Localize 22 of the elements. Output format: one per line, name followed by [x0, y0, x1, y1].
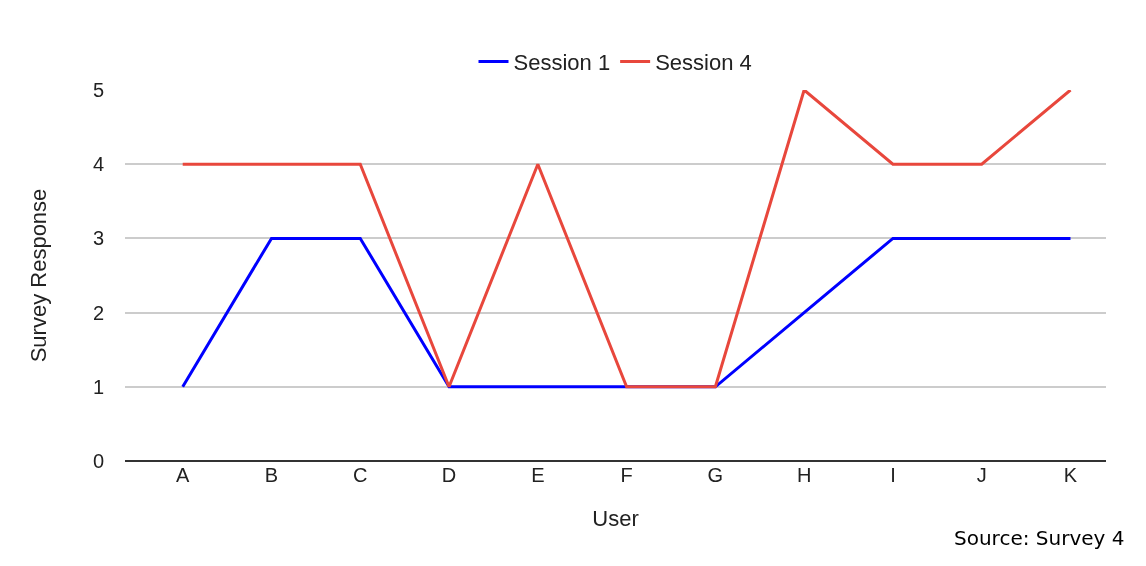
y-tick-label: 1 [92, 375, 104, 398]
source-note: Source: Survey 4 [954, 526, 1125, 550]
x-tick-label: B [264, 464, 279, 486]
x-tick-label: D [441, 464, 457, 486]
y-tick-label: 5 [92, 79, 104, 101]
x-tick-label: A [176, 464, 191, 486]
y-tick-label: 3 [92, 227, 104, 250]
x-axis-title: User [592, 505, 639, 531]
legend-label: Session 1 [513, 49, 611, 75]
legend-label: Session 4 [655, 49, 752, 75]
x-tick-label: C [353, 464, 368, 486]
x-tick-label: K [1063, 464, 1078, 486]
x-tick-label: G [707, 464, 724, 486]
x-tick-label: J [976, 464, 987, 486]
x-tick-label: F [620, 464, 633, 486]
x-tick-label: H [796, 464, 812, 486]
y-axis-title: Survey Response [25, 188, 51, 363]
x-tick-label: E [531, 464, 545, 486]
x-tick-label: I [890, 464, 896, 486]
y-tick-label: 2 [92, 301, 104, 324]
y-tick-label: 4 [92, 153, 104, 176]
y-tick-label: 0 [92, 450, 104, 472]
